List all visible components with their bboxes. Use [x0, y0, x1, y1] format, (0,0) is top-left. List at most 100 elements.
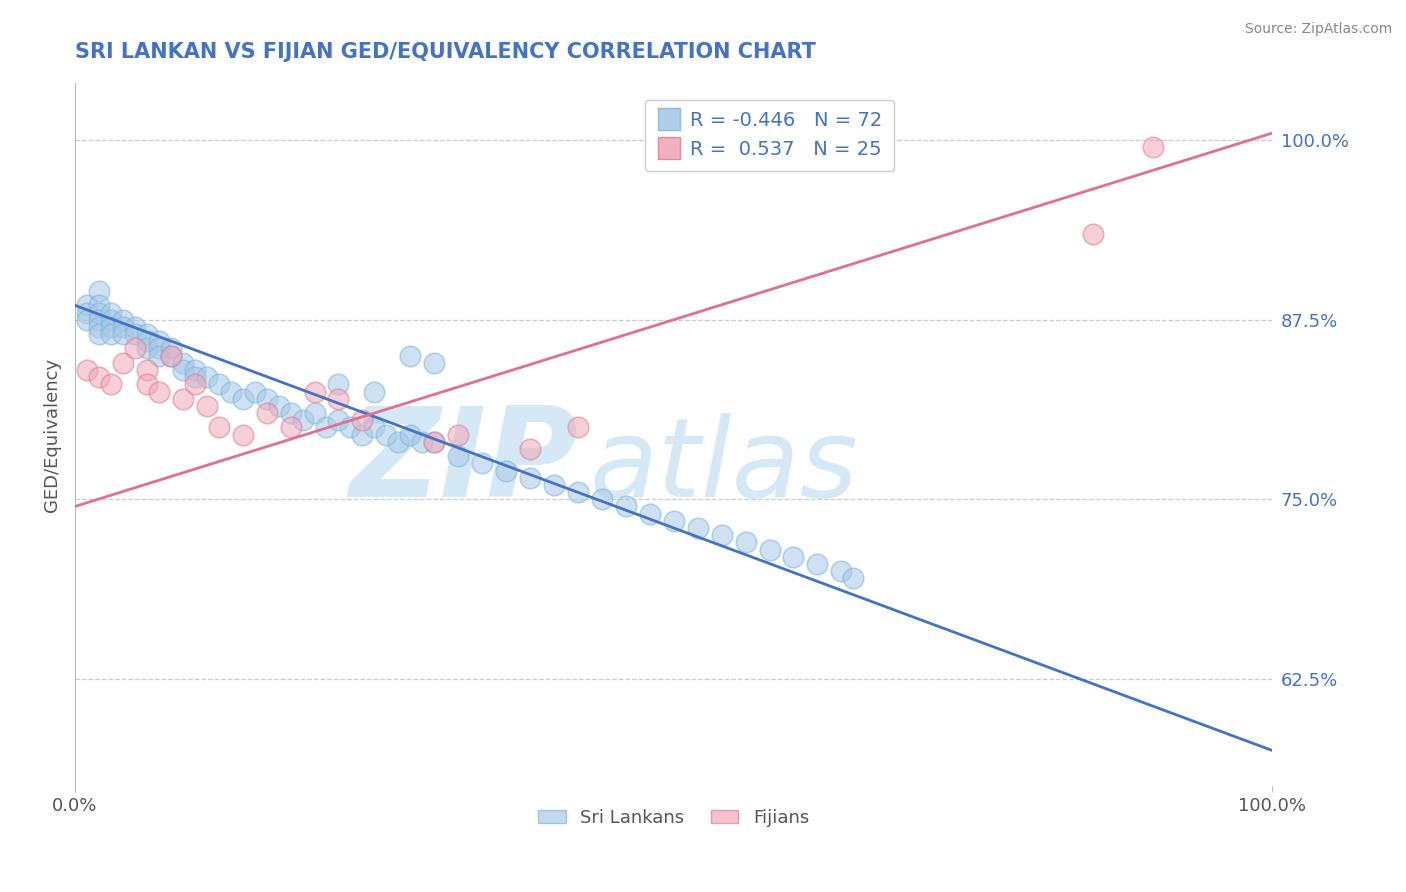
Point: [111, 327, 134, 342]
Point: [423, 434, 446, 449]
Point: [87, 284, 110, 298]
Point: [159, 342, 181, 356]
Point: [267, 399, 290, 413]
Point: [304, 384, 326, 399]
Point: [280, 406, 302, 420]
Point: [135, 377, 157, 392]
Point: [172, 392, 194, 406]
Point: [352, 413, 374, 427]
Point: [111, 356, 134, 370]
Point: [76, 363, 98, 377]
Point: [328, 413, 350, 427]
Point: [232, 392, 254, 406]
Point: [76, 312, 98, 326]
Point: [148, 342, 170, 356]
Text: SRI LANKAN VS FIJIAN GED/EQUIVALENCY CORRELATION CHART: SRI LANKAN VS FIJIAN GED/EQUIVALENCY COR…: [75, 42, 815, 62]
Point: [495, 463, 517, 477]
Point: [686, 521, 709, 535]
Point: [1081, 227, 1104, 241]
Point: [111, 312, 134, 326]
Point: [87, 319, 110, 334]
Point: [411, 434, 433, 449]
Point: [567, 485, 589, 500]
Point: [135, 334, 157, 349]
Point: [256, 392, 278, 406]
Point: [782, 549, 804, 564]
Point: [256, 406, 278, 420]
Point: [232, 427, 254, 442]
Point: [184, 363, 207, 377]
Point: [208, 420, 231, 434]
Point: [100, 305, 122, 319]
Point: [76, 298, 98, 312]
Point: [87, 305, 110, 319]
Point: [1142, 140, 1164, 154]
Point: [291, 413, 314, 427]
Y-axis label: GED/Equivalency: GED/Equivalency: [44, 358, 60, 512]
Point: [328, 392, 350, 406]
Point: [363, 420, 385, 434]
Point: [399, 349, 422, 363]
Point: [159, 349, 181, 363]
Text: ZIP: ZIP: [349, 402, 578, 524]
Point: [830, 564, 852, 578]
Point: [159, 349, 181, 363]
Point: [734, 535, 756, 549]
Point: [471, 456, 494, 470]
Point: [195, 399, 218, 413]
Point: [76, 305, 98, 319]
Point: [399, 427, 422, 442]
Point: [124, 327, 146, 342]
Point: [280, 420, 302, 434]
Point: [135, 327, 157, 342]
Point: [363, 384, 385, 399]
Point: [184, 377, 207, 392]
Point: [842, 571, 865, 585]
Point: [567, 420, 589, 434]
Point: [135, 342, 157, 356]
Point: [806, 557, 828, 571]
Point: [184, 370, 207, 384]
Point: [124, 319, 146, 334]
Text: atlas: atlas: [591, 413, 859, 520]
Point: [423, 434, 446, 449]
Point: [614, 500, 637, 514]
Point: [328, 377, 350, 392]
Point: [87, 327, 110, 342]
Point: [758, 542, 780, 557]
Point: [519, 442, 541, 456]
Point: [519, 471, 541, 485]
Point: [447, 449, 470, 463]
Point: [710, 528, 733, 542]
Point: [172, 356, 194, 370]
Point: [172, 363, 194, 377]
Point: [638, 507, 661, 521]
Point: [87, 298, 110, 312]
Point: [387, 434, 409, 449]
Point: [208, 377, 231, 392]
Point: [100, 319, 122, 334]
Point: [662, 514, 685, 528]
Point: [243, 384, 266, 399]
Point: [304, 406, 326, 420]
Point: [87, 370, 110, 384]
Point: [591, 492, 613, 507]
Point: [87, 312, 110, 326]
Point: [195, 370, 218, 384]
Point: [352, 427, 374, 442]
Point: [339, 420, 361, 434]
Point: [111, 319, 134, 334]
Point: [375, 427, 398, 442]
Point: [423, 356, 446, 370]
Point: [315, 420, 337, 434]
Point: [135, 363, 157, 377]
Point: [100, 327, 122, 342]
Legend: Sri Lankans, Fijians: Sri Lankans, Fijians: [531, 801, 817, 834]
Point: [100, 377, 122, 392]
Point: [148, 334, 170, 349]
Point: [148, 384, 170, 399]
Point: [148, 349, 170, 363]
Point: [100, 312, 122, 326]
Point: [447, 427, 470, 442]
Point: [543, 478, 565, 492]
